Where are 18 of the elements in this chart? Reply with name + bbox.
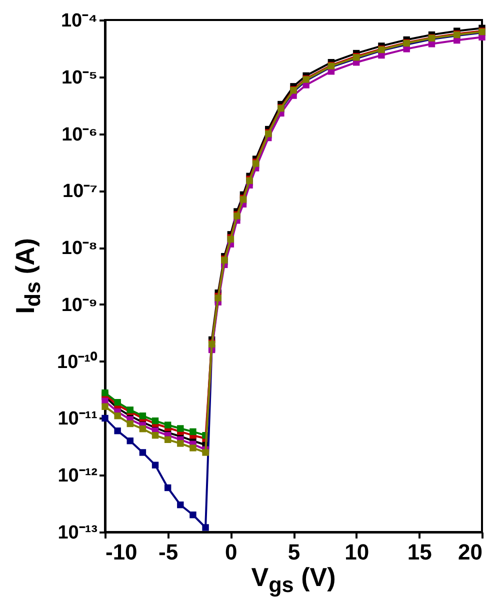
y-tick-label: 10⁻¹⁰ — [57, 350, 98, 373]
y-tick-label: 10⁻¹² — [58, 466, 98, 487]
y-tick-label: 10⁻⁶ — [62, 124, 98, 146]
y-tick-label: 10⁻⁴ — [60, 10, 98, 32]
x-tick-label: 10 — [344, 540, 370, 564]
x-tick-label: 20 — [458, 540, 482, 564]
y-tick-label: 10⁻⁸ — [61, 238, 98, 260]
y-tick-label: 10⁻⁷ — [62, 181, 98, 202]
x-axis-title: V$_{gs}$ (V) — [251, 562, 336, 598]
y-tick-label: 10⁻¹¹ — [58, 408, 98, 430]
x-tick-label: -10 — [106, 540, 138, 564]
x-tick-label: 5 — [288, 540, 300, 564]
x-tick-label: -5 — [158, 540, 178, 564]
y-tick-label: 10⁻¹³ — [58, 522, 98, 544]
y-tick-label: 10⁻⁹ — [61, 294, 98, 316]
y-tick-label: 10⁻⁵ — [61, 67, 98, 88]
x-tick-label: 0 — [225, 540, 238, 564]
x-tick-label: 15 — [407, 540, 432, 564]
